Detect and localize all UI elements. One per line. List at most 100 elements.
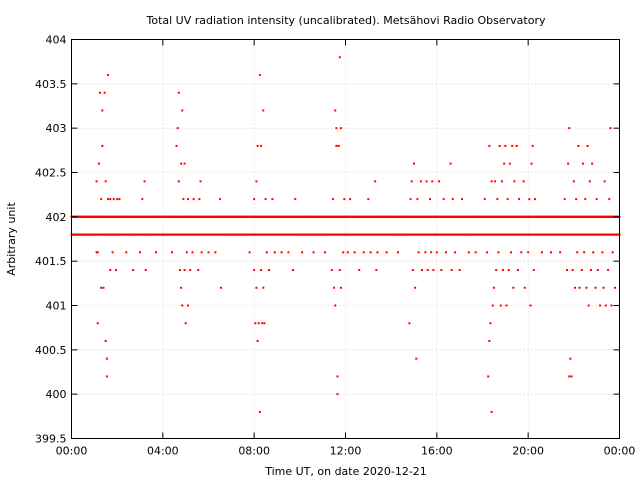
data-point — [150, 233, 153, 236]
data-point — [499, 304, 502, 307]
data-point — [593, 215, 596, 218]
x-tick-label: 00:00 — [604, 445, 636, 458]
data-point — [527, 251, 530, 254]
data-point — [86, 233, 89, 236]
data-point — [305, 215, 308, 218]
y-tick-label: 400 — [46, 388, 67, 401]
data-point — [594, 286, 597, 289]
data-point — [75, 233, 78, 236]
data-point — [258, 410, 261, 413]
data-point — [430, 251, 433, 254]
data-point — [92, 215, 95, 218]
data-point — [492, 286, 495, 289]
data-point — [111, 251, 114, 254]
data-point — [244, 233, 247, 236]
data-point — [190, 215, 193, 218]
x-tick-label: 00:00 — [56, 445, 88, 458]
data-point — [101, 109, 104, 112]
data-point — [367, 198, 370, 201]
data-point — [328, 215, 331, 218]
data-point — [148, 215, 151, 218]
data-point — [520, 251, 523, 254]
data-point — [613, 286, 616, 289]
data-point — [99, 91, 102, 94]
data-point — [84, 233, 87, 236]
data-point — [362, 251, 365, 254]
data-point — [589, 269, 592, 272]
data-point — [266, 215, 269, 218]
data-point — [181, 109, 184, 112]
data-point — [447, 215, 450, 218]
data-point — [449, 162, 452, 165]
data-point — [422, 215, 425, 218]
data-point — [87, 215, 90, 218]
data-point — [116, 198, 119, 201]
data-point — [440, 269, 443, 272]
data-point — [483, 198, 486, 201]
data-point — [100, 286, 103, 289]
data-point — [110, 215, 113, 218]
data-point — [586, 144, 589, 147]
data-point — [298, 215, 301, 218]
data-point — [374, 180, 377, 183]
data-point — [282, 215, 285, 218]
data-point — [173, 233, 176, 236]
data-point — [321, 215, 324, 218]
data-point — [248, 251, 251, 254]
data-point — [401, 215, 404, 218]
data-point — [209, 215, 212, 218]
data-point — [175, 144, 178, 147]
data-point — [263, 322, 266, 325]
data-point — [237, 215, 240, 218]
data-point — [218, 198, 221, 201]
data-point — [428, 198, 431, 201]
data-point — [600, 215, 603, 218]
data-point — [301, 251, 304, 254]
axis-ticks — [71, 39, 620, 439]
data-point — [184, 215, 187, 218]
y-tick-label: 403.5 — [35, 78, 67, 91]
data-point — [403, 233, 406, 236]
data-point — [93, 233, 96, 236]
data-point — [339, 127, 342, 130]
y-tick-label: 399.5 — [35, 433, 67, 446]
data-point — [102, 215, 105, 218]
data-point — [512, 286, 515, 289]
data-point — [132, 269, 135, 272]
data-point — [508, 162, 511, 165]
data-point — [145, 233, 148, 236]
data-point — [500, 180, 503, 183]
data-point — [538, 215, 541, 218]
data-point — [588, 180, 591, 183]
data-point — [319, 233, 322, 236]
data-point — [607, 269, 610, 272]
data-point — [183, 269, 186, 272]
data-point — [83, 215, 86, 218]
data-point — [143, 180, 146, 183]
data-point — [515, 144, 518, 147]
data-point — [125, 251, 128, 254]
data-point — [431, 180, 434, 183]
data-point — [488, 339, 491, 342]
data-point — [511, 144, 514, 147]
data-point — [536, 233, 539, 236]
x-axis-label: Time UT, on date 2020-12-21 — [264, 465, 427, 478]
data-point — [196, 215, 199, 218]
data-point — [105, 375, 108, 378]
data-point — [141, 198, 144, 201]
data-point — [534, 198, 537, 201]
data-point — [454, 251, 457, 254]
data-point — [470, 233, 473, 236]
data-point — [529, 304, 532, 307]
data-point — [338, 269, 341, 272]
data-point — [337, 144, 340, 147]
data-point — [189, 269, 192, 272]
data-point — [435, 251, 438, 254]
data-point — [94, 215, 97, 218]
data-point — [258, 73, 261, 76]
data-point — [545, 233, 548, 236]
data-point — [91, 233, 94, 236]
data-point — [416, 198, 419, 201]
data-point — [599, 304, 602, 307]
data-point — [123, 215, 126, 218]
